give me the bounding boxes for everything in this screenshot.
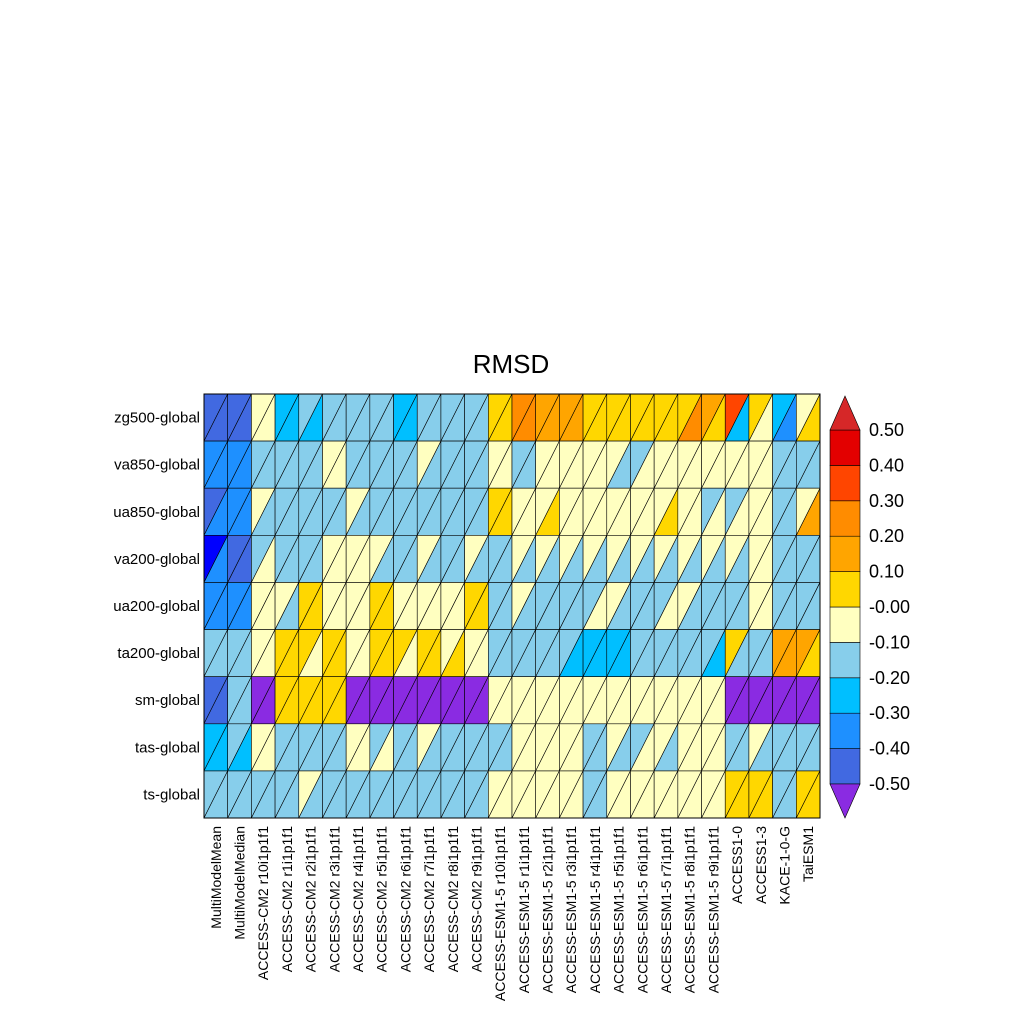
colorbar-label: -0.30 <box>869 703 910 723</box>
colorbar-label: 0.30 <box>869 491 904 511</box>
column-label: KACE-1-0-G <box>776 826 792 905</box>
colorbar-box <box>829 535 861 572</box>
column-label: ACCESS-CM2 r4i1p1f1 <box>350 826 366 972</box>
row-label: ua850-global <box>113 504 200 521</box>
column-label: ACCESS-CM2 r9i1p1f1 <box>468 826 484 972</box>
column-label: ACCESS-CM2 r10i1p1f1 <box>255 826 271 980</box>
column-label: ACCESS-ESM1-5 r4i1p1f1 <box>587 826 603 994</box>
colorbar-box <box>829 712 861 749</box>
colorbar-box <box>829 677 861 714</box>
row-label: va850-global <box>114 457 200 474</box>
colorbar-box <box>829 500 861 537</box>
row-label: va200-global <box>114 551 200 568</box>
row-label: ua200-global <box>113 598 200 615</box>
colorbar-label: -0.50 <box>869 774 910 794</box>
column-label: ACCESS-CM2 r6i1p1f1 <box>397 826 413 972</box>
row-label: ts-global <box>143 786 200 803</box>
colorbar-under-arrow <box>829 783 861 819</box>
colorbar-label: 0.40 <box>869 455 904 475</box>
colorbar-box <box>829 642 861 679</box>
column-label: ACCESS-CM2 r1i1p1f1 <box>279 826 295 972</box>
row-labels: zg500-global va850-global ua850-global va20… <box>113 410 200 804</box>
colorbar-label: -0.00 <box>869 597 910 617</box>
colorbar-label: 0.50 <box>869 420 904 440</box>
column-label: ACCESS-ESM1-5 r8i1p1f1 <box>682 826 698 994</box>
row-label: zg500-global <box>114 410 200 427</box>
row-label: tas-global <box>135 739 200 756</box>
colorbar-over-arrow <box>829 395 861 431</box>
colorbar-label: -0.10 <box>869 632 910 652</box>
column-label: ACCESS-ESM1-5 r5i1p1f1 <box>611 826 627 994</box>
column-label: ACCESS-ESM1-5 r7i1p1f1 <box>658 826 674 994</box>
colorbar-box <box>829 571 861 608</box>
column-label: ACCESS-ESM1-5 r10i1p1f1 <box>492 826 508 1001</box>
column-label: ACCESS-CM2 r7i1p1f1 <box>421 826 437 972</box>
colorbar-box <box>829 465 861 502</box>
row-label: ta200-global <box>117 645 200 662</box>
colorbar-label: 0.20 <box>869 526 904 546</box>
colorbar-label: 0.10 <box>869 562 904 582</box>
column-label: MultiModelMean <box>208 826 224 929</box>
colorbar: 0.50 0.40 0.30 0.20 0.10 -0.00 -0.10 -0.20 -0.30… <box>829 395 910 819</box>
column-label: MultiModelMedian <box>232 826 248 940</box>
colorbar-box <box>829 606 861 643</box>
chart-title: RMSD <box>473 349 550 379</box>
column-label: ACCESS-ESM1-5 r9i1p1f1 <box>705 826 721 994</box>
column-label: ACCESS-ESM1-5 r1i1p1f1 <box>516 826 532 994</box>
colorbar-label: -0.20 <box>869 668 910 688</box>
column-label: ACCESS-CM2 r3i1p1f1 <box>326 826 342 972</box>
column-label: ACCESS-ESM1-5 r2i1p1f1 <box>540 826 556 994</box>
column-label: ACCESS-CM2 r8i1p1f1 <box>445 826 461 972</box>
column-label: ACCESS-ESM1-5 r3i1p1f1 <box>563 826 579 994</box>
heatmap-frame <box>203 393 821 819</box>
heatmap-cells <box>203 393 821 819</box>
column-label: TaiESM1 <box>800 826 816 882</box>
row-label: sm-global <box>135 692 200 709</box>
column-label: ACCESS-CM2 r2i1p1f1 <box>303 826 319 972</box>
colorbar-box <box>829 429 861 466</box>
colorbar-label: -0.40 <box>869 739 910 759</box>
colorbar-box <box>829 748 861 785</box>
column-label: ACCESS1-3 <box>753 826 769 904</box>
column-label: ACCESS-CM2 r5i1p1f1 <box>374 826 390 972</box>
column-label: ACCESS-ESM1-5 r6i1p1f1 <box>634 826 650 994</box>
column-labels: MultiModelMean MultiModelMedian ACCESS-CM2… <box>208 826 816 1001</box>
column-label: ACCESS1-0 <box>729 826 745 904</box>
